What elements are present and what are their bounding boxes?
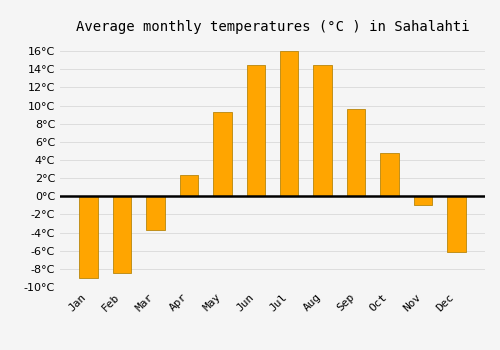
Bar	[213, 112, 232, 196]
Bar	[414, 196, 432, 205]
Bar	[80, 196, 98, 278]
Bar	[448, 196, 466, 252]
Bar	[180, 175, 198, 196]
Bar	[280, 51, 298, 196]
Bar	[146, 196, 165, 230]
Bar	[113, 196, 131, 273]
Bar	[347, 109, 366, 196]
Bar	[246, 65, 265, 196]
Bar	[314, 65, 332, 196]
Title: Average monthly temperatures (°C ) in Sahalahti: Average monthly temperatures (°C ) in Sa…	[76, 20, 469, 34]
Bar	[380, 153, 399, 196]
